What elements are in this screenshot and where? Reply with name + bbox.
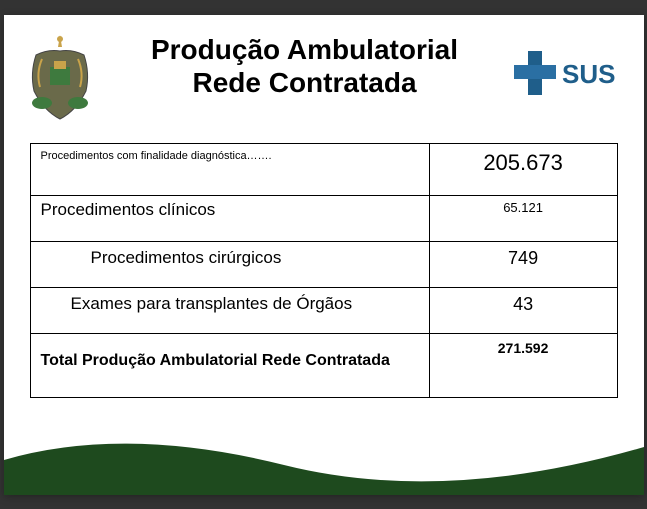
slide: Produção Ambulatorial Rede Contratada SU… [4,15,644,495]
row-value: 271.592 [429,333,617,397]
title-line-2: Rede Contratada [104,66,506,100]
row-value: 65.121 [429,195,617,241]
data-table: Procedimentos com finalidade diagnóstica… [30,143,618,398]
footer-wave-icon [4,435,644,495]
row-label: Exames para transplantes de Órgãos [30,287,429,333]
table-row: Procedimentos com finalidade diagnóstica… [30,143,617,195]
sus-text: SUS [562,59,615,89]
table-row: Exames para transplantes de Órgãos 43 [30,287,617,333]
row-label: Procedimentos clínicos [30,195,429,241]
table-row-total: Total Produção Ambulatorial Rede Contrat… [30,333,617,397]
row-value: 43 [429,287,617,333]
row-label: Total Produção Ambulatorial Rede Contrat… [30,333,429,397]
table-row: Procedimentos clínicos 65.121 [30,195,617,241]
table-row: Procedimentos cirúrgicos 749 [30,241,617,287]
row-value: 205.673 [429,143,617,195]
header: Produção Ambulatorial Rede Contratada SU… [4,15,644,123]
row-label: Procedimentos cirúrgicos [30,241,429,287]
coat-of-arms-icon [24,33,96,123]
row-label: Procedimentos com finalidade diagnóstica… [30,143,429,195]
sus-logo-icon: SUS [514,43,624,103]
title-line-1: Produção Ambulatorial [104,33,506,67]
title-block: Produção Ambulatorial Rede Contratada [96,33,514,100]
row-value: 749 [429,241,617,287]
table-container: Procedimentos com finalidade diagnóstica… [4,123,644,398]
